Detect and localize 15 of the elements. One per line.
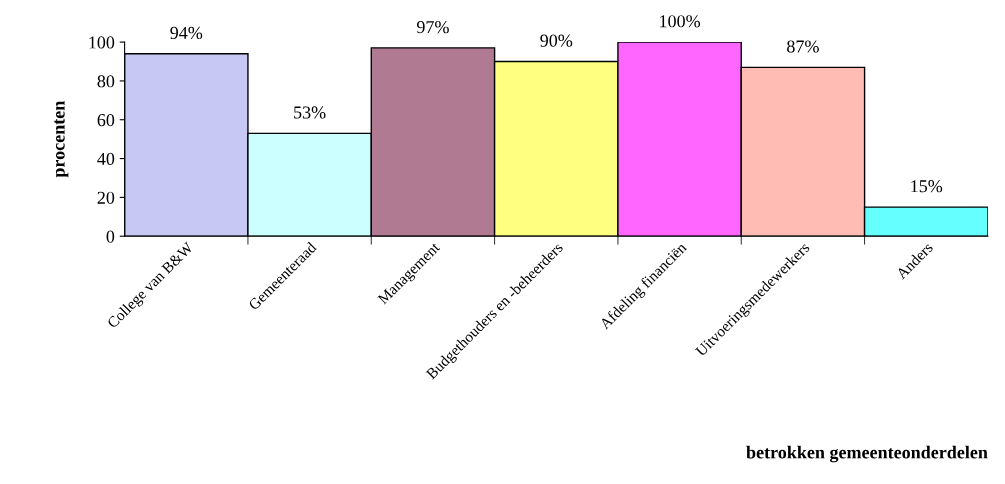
data-label: 90% xyxy=(540,34,573,47)
x-axis-title: betrokken gemeenteonderdelen xyxy=(746,445,988,463)
y-tick-label: 80 xyxy=(97,75,115,88)
data-label: 97% xyxy=(416,20,449,34)
y-tick-label: 100 xyxy=(89,36,115,49)
data-label: 87% xyxy=(787,40,819,53)
y-tick-label: 20 xyxy=(97,191,115,204)
data-label: 53% xyxy=(294,106,326,119)
data-label: 15% xyxy=(911,180,943,193)
y-tick-label: 40 xyxy=(97,152,115,165)
data-label: 94% xyxy=(170,26,203,40)
y-tick-label: 0 xyxy=(106,230,115,243)
y-axis-title: procenten xyxy=(54,100,69,178)
y-tick-label: 60 xyxy=(97,114,115,127)
data-label: 100% xyxy=(660,15,701,28)
